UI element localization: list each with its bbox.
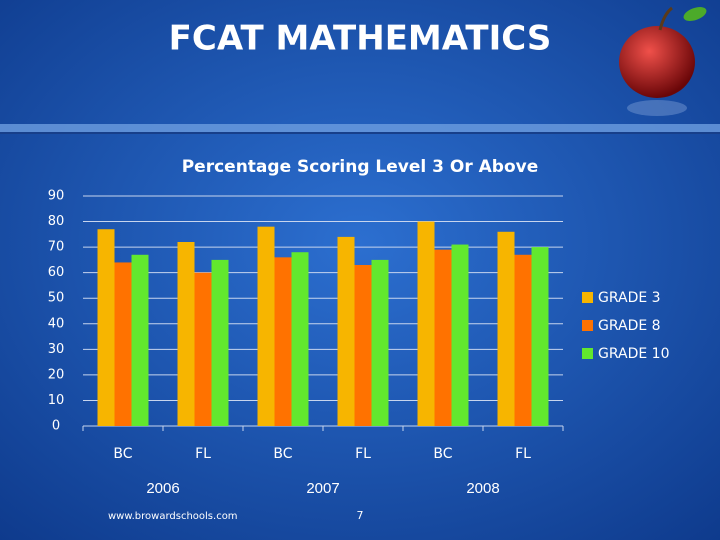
- bar: [131, 254, 149, 426]
- apple-icon: [619, 6, 707, 116]
- y-tick-label: 60: [48, 265, 65, 280]
- legend-label: GRADE 10: [598, 346, 669, 362]
- divider: [0, 124, 720, 132]
- legend-label: GRADE 3: [598, 290, 661, 306]
- footer: www.browardschools.com: [108, 511, 238, 522]
- y-tick-label: 10: [48, 393, 65, 408]
- y-tick-label: 80: [48, 214, 65, 229]
- slide-title: FCAT MATHEMATICS: [169, 19, 552, 59]
- x-tick-label: FL: [195, 446, 211, 462]
- bar: [291, 252, 309, 426]
- legend-label: GRADE 8: [598, 318, 661, 334]
- y-tick-label: 40: [48, 316, 65, 331]
- bar: [97, 229, 115, 426]
- bar: [497, 231, 515, 426]
- chart-title: Percentage Scoring Level 3 Or Above: [182, 157, 539, 177]
- bar: [531, 247, 549, 426]
- bar: [417, 221, 435, 426]
- group-label: 2008: [466, 480, 499, 497]
- x-tick-label: FL: [515, 446, 531, 462]
- y-tick-label: 70: [48, 240, 65, 255]
- bar: [337, 236, 355, 426]
- group-label: 2006: [146, 480, 179, 497]
- bar: [451, 244, 469, 426]
- legend-swatch: [582, 348, 593, 359]
- bar: [211, 259, 229, 426]
- bar: [514, 254, 532, 426]
- bar: [177, 242, 195, 426]
- bar: [354, 265, 372, 426]
- x-tick-label: FL: [355, 446, 371, 462]
- y-tick-label: 30: [48, 342, 65, 357]
- group-label: 2007: [306, 480, 339, 497]
- bar: [274, 257, 292, 426]
- divider-shadow: [0, 132, 720, 134]
- y-tick-label: 0: [52, 419, 60, 434]
- bar: [257, 226, 275, 426]
- bar: [371, 259, 389, 426]
- y-tick-label: 20: [48, 367, 65, 382]
- bar: [114, 262, 132, 426]
- y-tick-label: 90: [48, 189, 65, 204]
- y-tick-label: 50: [48, 291, 65, 306]
- x-tick-label: BC: [113, 446, 132, 462]
- bar: [194, 272, 212, 426]
- bar: [434, 249, 452, 426]
- page-number: 7: [357, 509, 364, 522]
- legend-swatch: [582, 320, 593, 331]
- legend-swatch: [582, 292, 593, 303]
- x-tick-label: BC: [433, 446, 452, 462]
- x-tick-label: BC: [273, 446, 292, 462]
